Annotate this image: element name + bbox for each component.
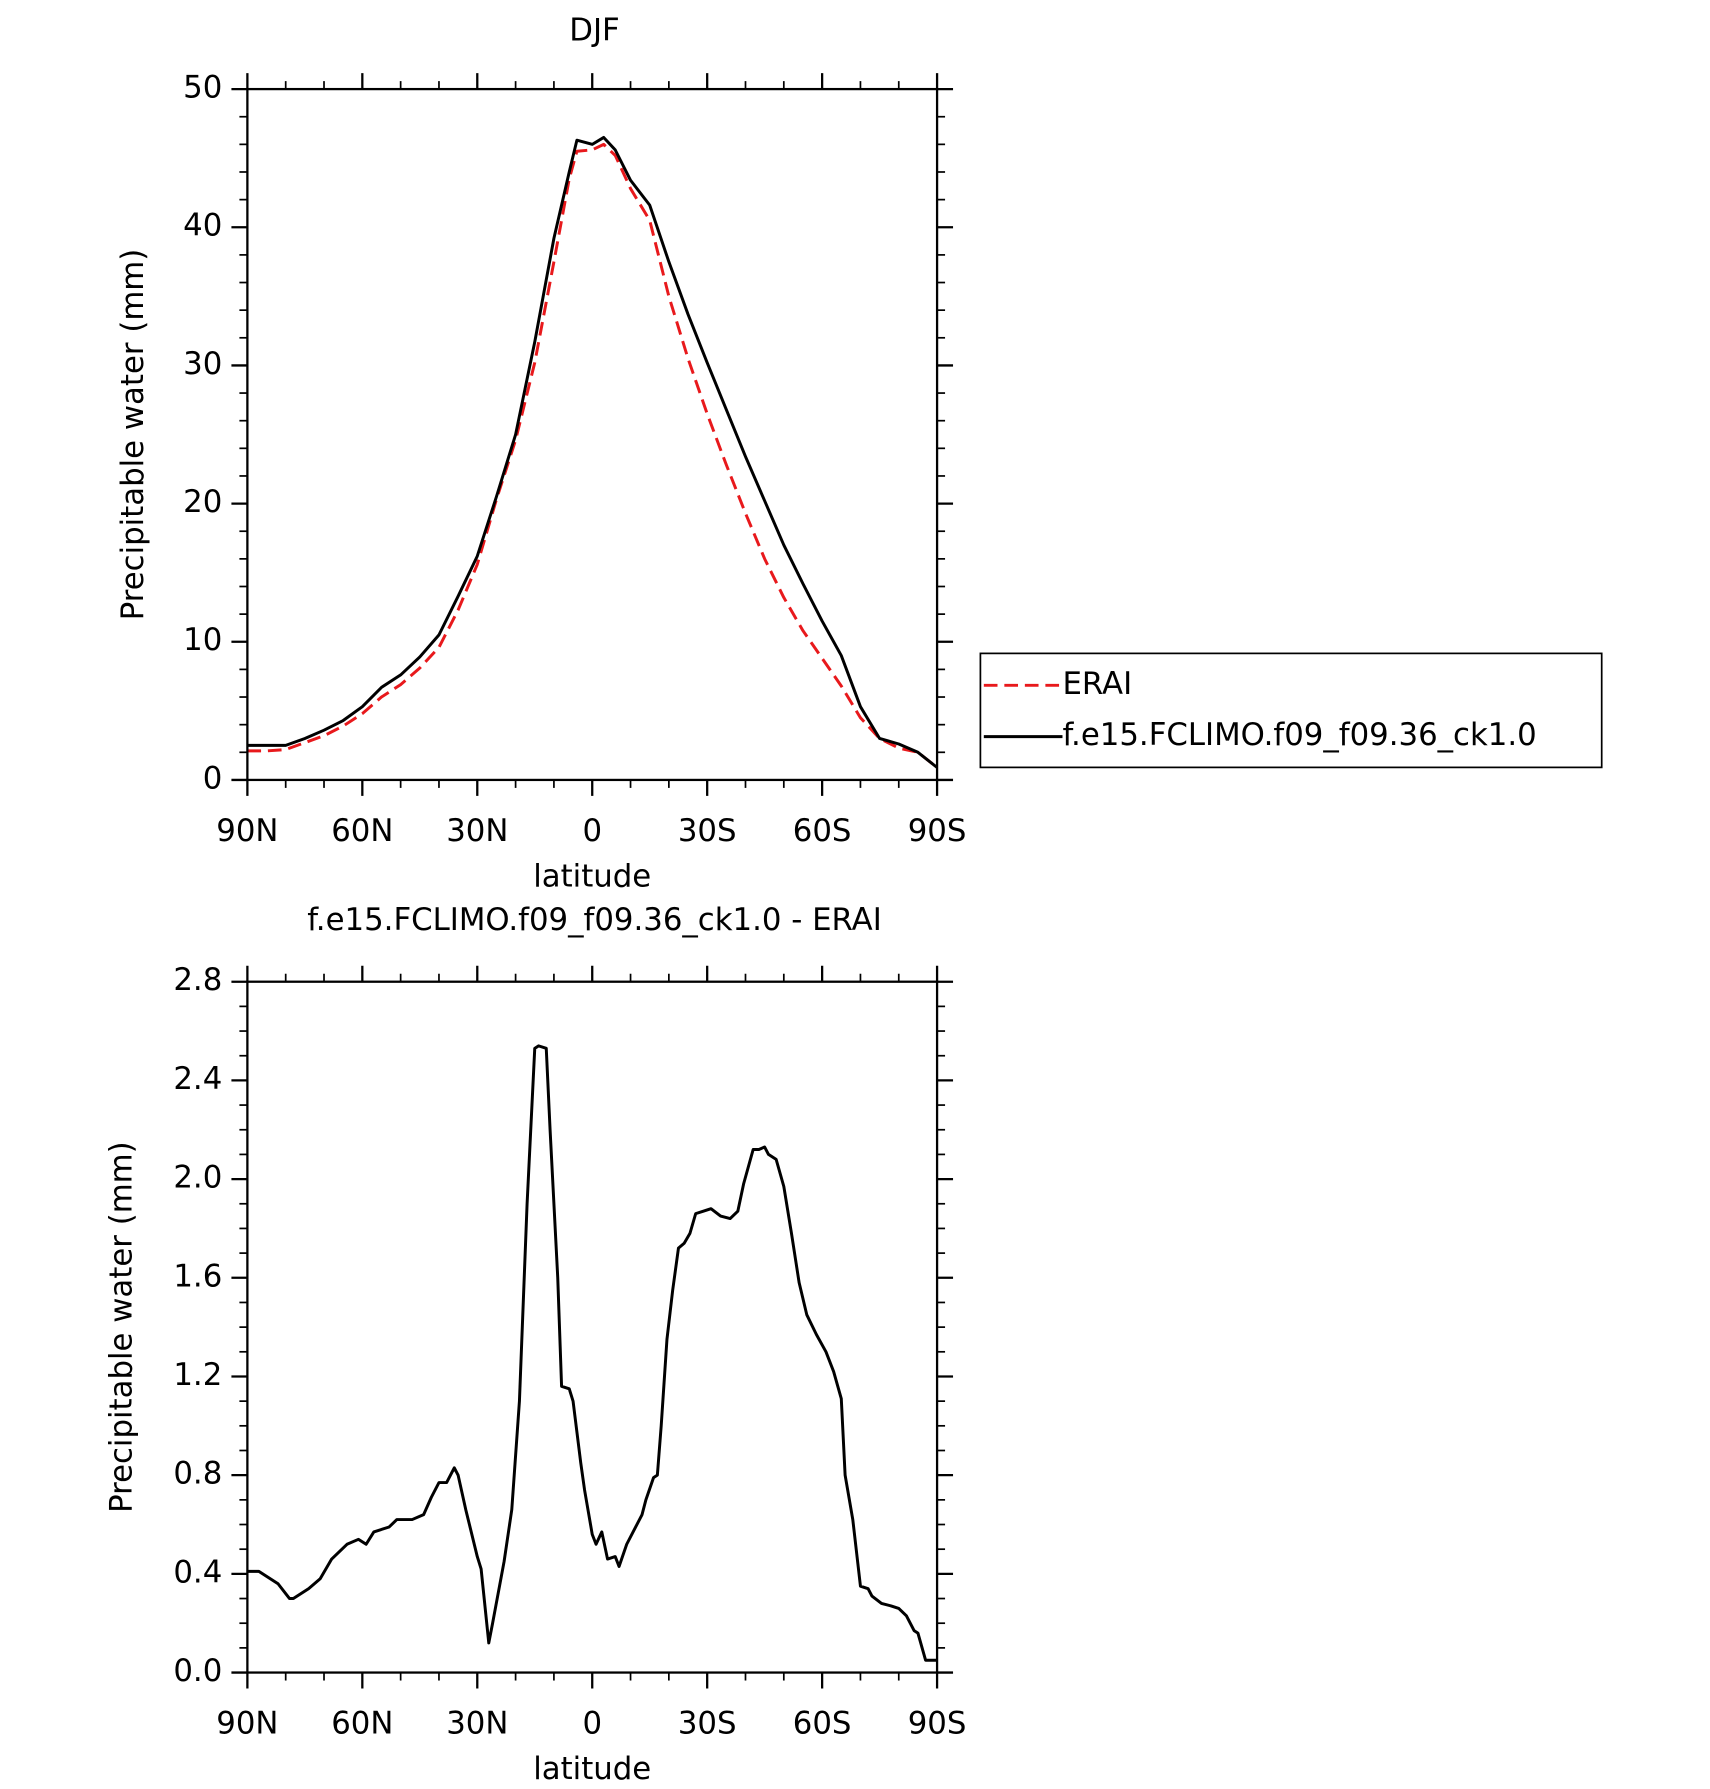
x-tick-label: 60N	[331, 1705, 393, 1741]
y-tick-label: 1.6	[173, 1258, 222, 1294]
y-tick-label: 0	[203, 760, 223, 796]
x-tick-label: 90S	[908, 1705, 967, 1741]
x-axis-label: latitude	[533, 858, 651, 894]
y-tick-label: 50	[183, 70, 222, 106]
legend-box	[979, 652, 1603, 769]
data-line	[247, 1044, 938, 1662]
x-tick-label: 90S	[908, 813, 967, 849]
data-line	[247, 142, 939, 769]
panel: DJF latitude Precipitable water (mm) 90N 60N…	[115, 13, 1603, 894]
x-tick-label: 90N	[216, 1705, 278, 1741]
y-tick-label: 0.8	[173, 1456, 222, 1492]
y-tick-label: 30	[183, 346, 222, 382]
x-tick-label: 0	[582, 1705, 602, 1741]
y-tick-label: 0.4	[173, 1554, 222, 1590]
x-tick-label: 0	[582, 813, 602, 849]
data-line	[247, 135, 939, 769]
plot-frame	[246, 87, 939, 782]
x-tick-label: 60S	[793, 813, 852, 849]
legend-label: ERAI	[1062, 666, 1132, 702]
x-tick-label: 30S	[678, 813, 737, 849]
y-axis-label: Precipitable water (mm)	[115, 249, 151, 621]
plot-frame	[246, 980, 939, 1674]
y-tick-label: 20	[183, 484, 222, 520]
y-tick-label: 10	[183, 622, 222, 658]
x-tick-label: 90N	[216, 813, 278, 849]
x-tick-label: 60N	[331, 813, 393, 849]
x-tick-label: 30N	[446, 813, 508, 849]
x-tick-label: 30S	[678, 1705, 737, 1741]
panel: f.e15.FCLIMO.f09_f09.36_ck1.0 - ERAI lati…	[104, 902, 967, 1787]
y-tick-label: 2.0	[173, 1160, 222, 1196]
x-axis-label: latitude	[533, 1751, 651, 1787]
chart-title: DJF	[569, 13, 619, 49]
y-tick-label: 40	[183, 208, 222, 244]
y-tick-label: 2.8	[173, 962, 222, 998]
x-tick-label: 30N	[446, 1705, 508, 1741]
legend-label: f.e15.FCLIMO.f09_f09.36_ck1.0	[1062, 717, 1536, 753]
y-axis-label: Precipitable water (mm)	[104, 1141, 140, 1513]
x-tick-label: 60S	[793, 1705, 852, 1741]
chart-title: f.e15.FCLIMO.f09_f09.36_ck1.0 - ERAI	[307, 902, 882, 938]
y-tick-label: 1.2	[173, 1357, 222, 1393]
y-tick-label: 2.4	[173, 1061, 222, 1097]
y-tick-label: 0.0	[173, 1653, 222, 1689]
